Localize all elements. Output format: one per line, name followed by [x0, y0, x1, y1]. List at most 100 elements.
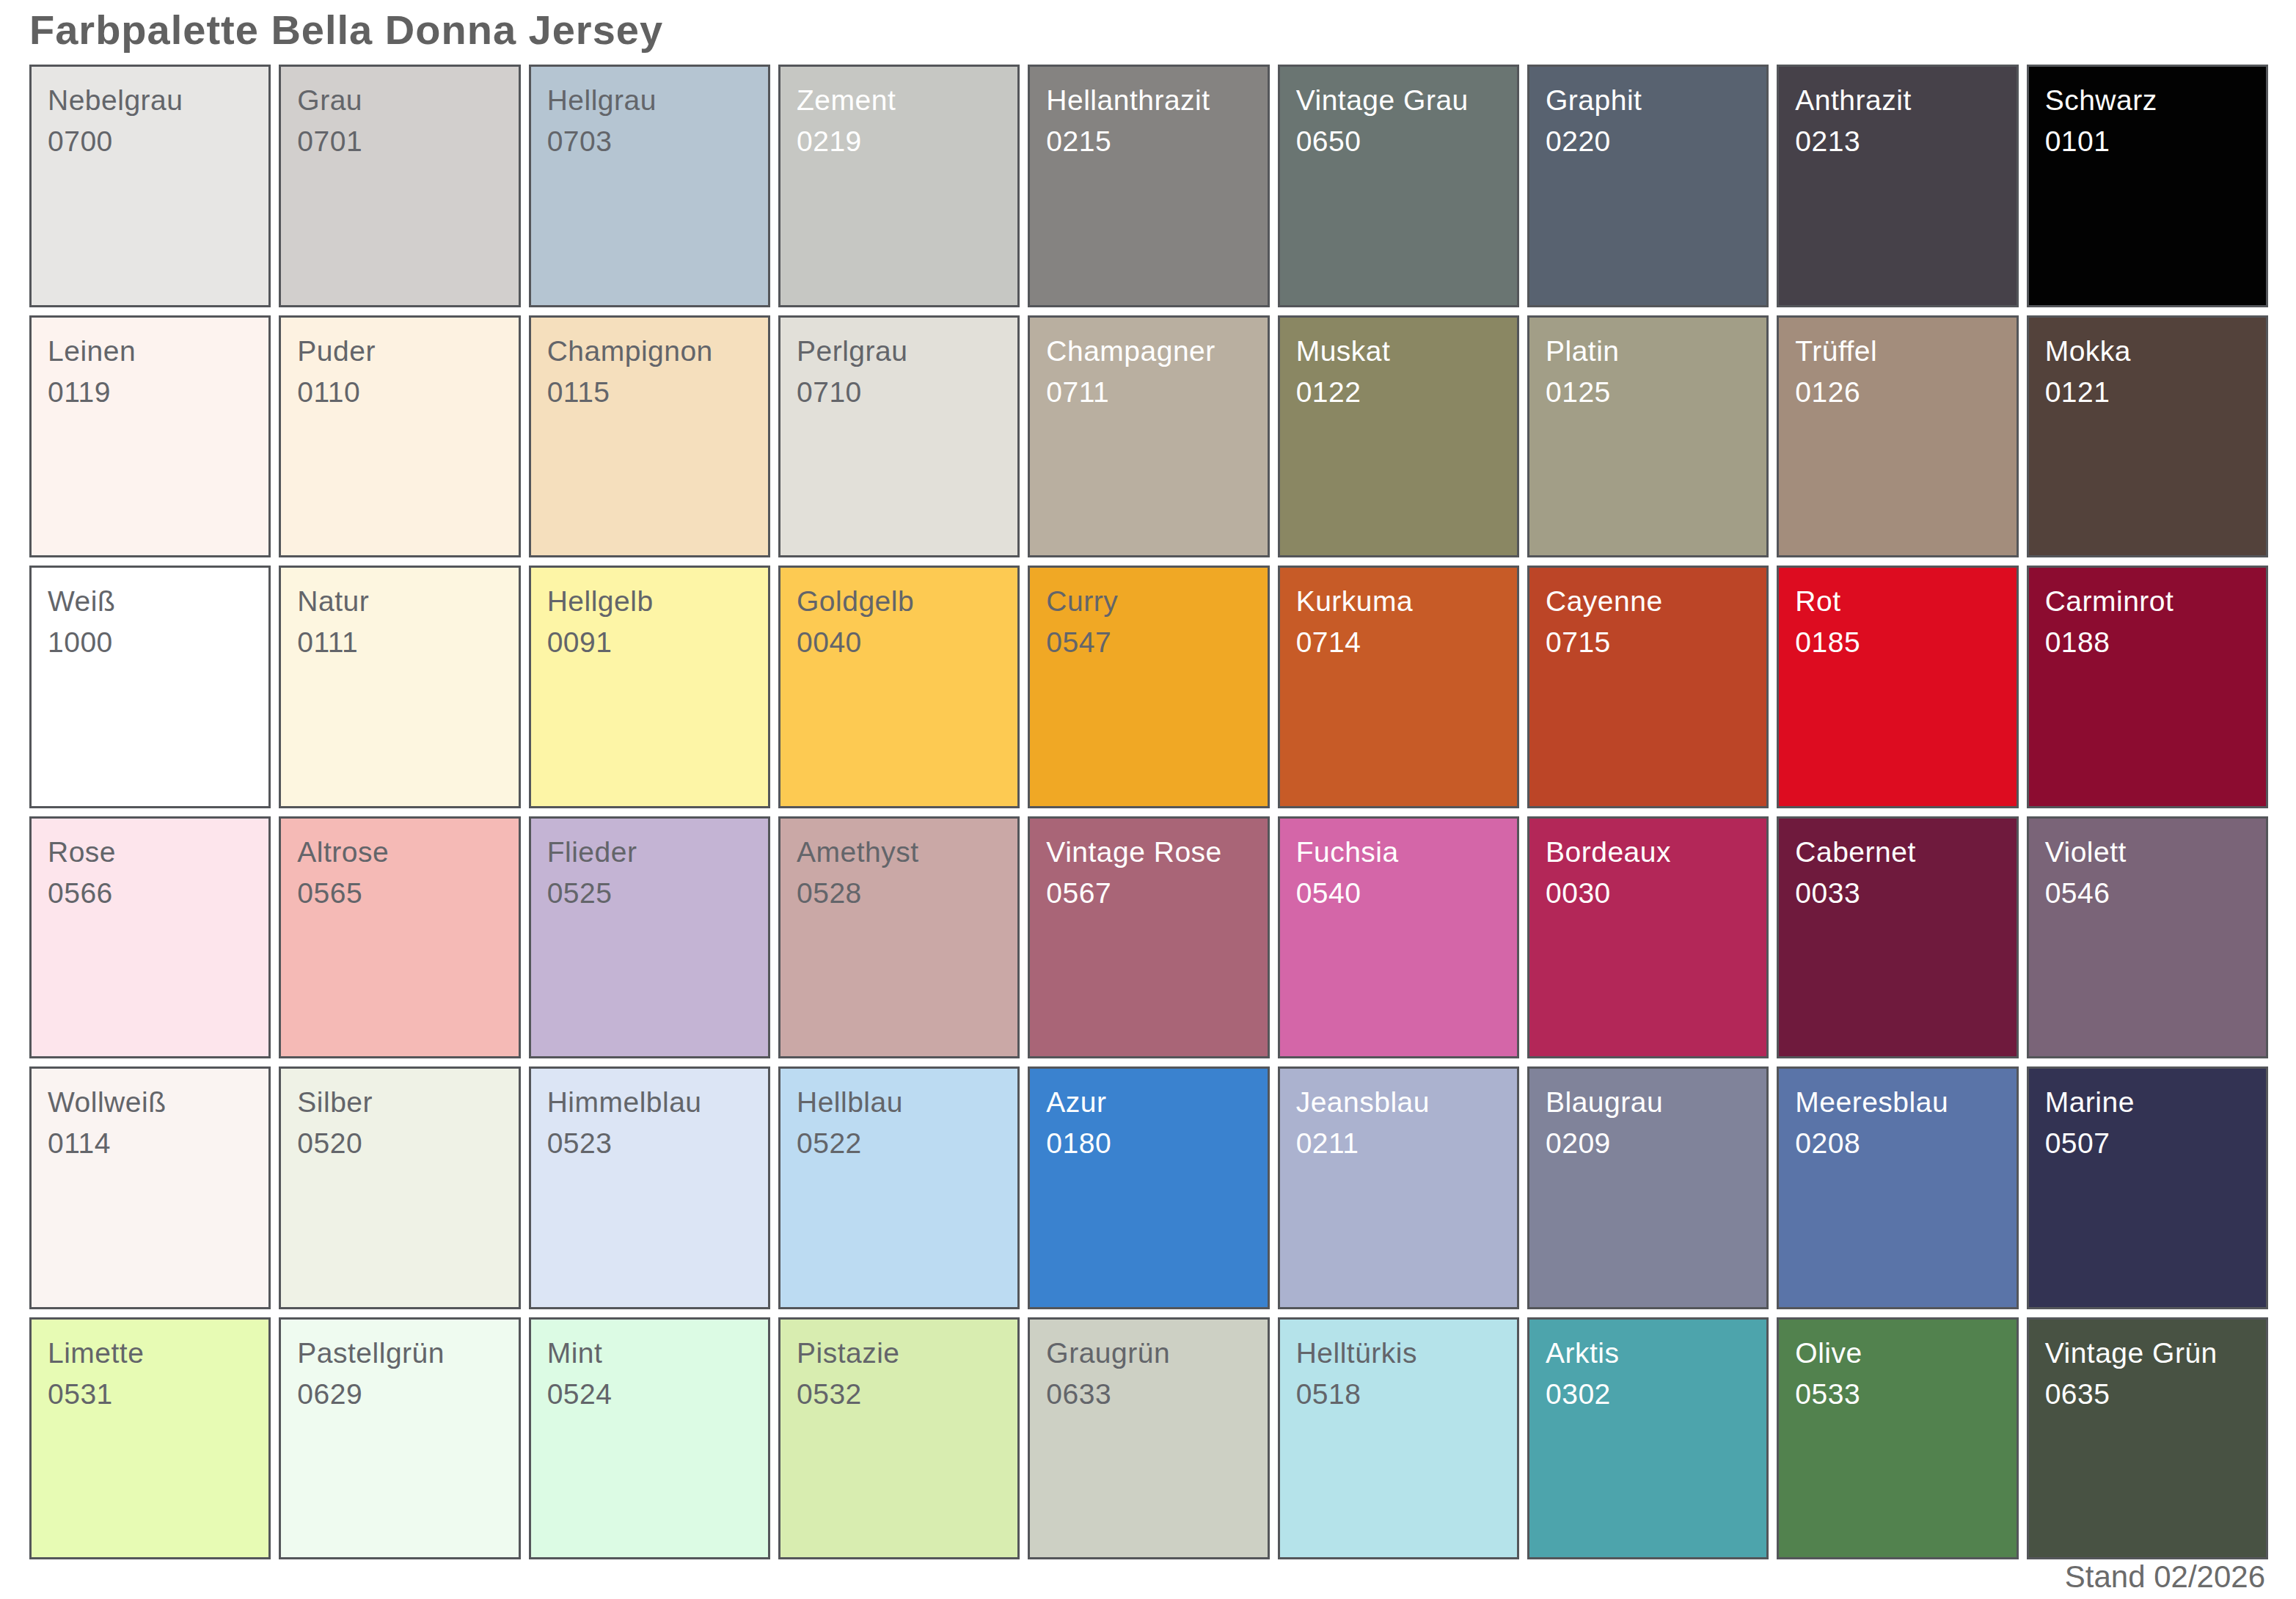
- swatch-code: 0547: [1046, 622, 1251, 663]
- swatch-name: Amethyst: [797, 832, 1001, 873]
- swatch-0101: Schwarz 0101: [2027, 65, 2268, 307]
- swatch-0532: Pistazie 0532: [778, 1317, 1020, 1560]
- swatch-name: Curry: [1046, 581, 1251, 622]
- swatch-code: 0114: [48, 1123, 252, 1164]
- swatch-0507: Marine 0507: [2027, 1066, 2268, 1309]
- swatch-name: Leinen: [48, 331, 252, 372]
- swatch-0533: Olive 0533: [1777, 1317, 2018, 1560]
- swatch-code: 0532: [797, 1374, 1001, 1415]
- swatch-0188: Carminrot 0188: [2027, 566, 2268, 808]
- swatch-0528: Amethyst 0528: [778, 816, 1020, 1059]
- swatch-name: Hellgelb: [547, 581, 752, 622]
- swatch-0121: Mokka 0121: [2027, 315, 2268, 558]
- swatch-name: Anthrazit: [1795, 80, 2000, 121]
- swatch-0211: Jeansblau 0211: [1278, 1066, 1519, 1309]
- swatch-code: 0523: [547, 1123, 752, 1164]
- swatch-name: Puder: [297, 331, 502, 372]
- swatch-name: Goldgelb: [797, 581, 1001, 622]
- swatch-code: 0111: [297, 622, 502, 663]
- swatch-name: Himmelblau: [547, 1082, 752, 1123]
- swatch-code: 0208: [1795, 1123, 2000, 1164]
- swatch-name: Arktis: [1546, 1333, 1750, 1374]
- swatch-code: 0565: [297, 873, 502, 914]
- swatch-0650: Vintage Grau 0650: [1278, 65, 1519, 307]
- swatch-name: Bordeaux: [1546, 832, 1750, 873]
- swatch-0710: Perlgrau 0710: [778, 315, 1020, 558]
- swatch-0185: Rot 0185: [1777, 566, 2018, 808]
- swatch-name: Perlgrau: [797, 331, 1001, 372]
- swatch-code: 0033: [1795, 873, 2000, 914]
- swatch-0119: Leinen 0119: [29, 315, 271, 558]
- swatch-name: Weiß: [48, 581, 252, 622]
- swatch-code: 0040: [797, 622, 1001, 663]
- swatch-code: 0635: [2045, 1374, 2250, 1415]
- swatch-name: Blaugrau: [1546, 1082, 1750, 1123]
- swatch-code: 0533: [1795, 1374, 2000, 1415]
- swatch-0091: Hellgelb 0091: [529, 566, 770, 808]
- swatch-code: 0091: [547, 622, 752, 663]
- swatch-0703: Hellgrau 0703: [529, 65, 770, 307]
- swatch-name: Silber: [297, 1082, 502, 1123]
- swatch-name: Muskat: [1296, 331, 1501, 372]
- swatch-code: 1000: [48, 622, 252, 663]
- swatch-code: 0700: [48, 121, 252, 162]
- swatch-name: Vintage Rose: [1046, 832, 1251, 873]
- swatch-0567: Vintage Rose 0567: [1028, 816, 1269, 1059]
- swatch-0633: Graugrün 0633: [1028, 1317, 1269, 1560]
- swatch-code: 0185: [1795, 622, 2000, 663]
- swatch-name: Violett: [2045, 832, 2250, 873]
- swatch-code: 0302: [1546, 1374, 1750, 1415]
- swatch-name: Fuchsia: [1296, 832, 1501, 873]
- swatch-code: 0703: [547, 121, 752, 162]
- swatch-0524: Mint 0524: [529, 1317, 770, 1560]
- swatch-code: 0522: [797, 1123, 1001, 1164]
- swatch-name: Azur: [1046, 1082, 1251, 1123]
- swatch-0122: Muskat 0122: [1278, 315, 1519, 558]
- swatch-code: 0219: [797, 121, 1001, 162]
- swatch-0126: Trüffel 0126: [1777, 315, 2018, 558]
- swatch-name: Rose: [48, 832, 252, 873]
- swatch-0522: Hellblau 0522: [778, 1066, 1020, 1309]
- swatch-code: 0525: [547, 873, 752, 914]
- swatch-0219: Zement 0219: [778, 65, 1020, 307]
- swatch-name: Limette: [48, 1333, 252, 1374]
- swatch-code: 0101: [2045, 121, 2250, 162]
- swatch-name: Helltürkis: [1296, 1333, 1501, 1374]
- swatch-name: Jeansblau: [1296, 1082, 1501, 1123]
- swatch-0714: Kurkuma 0714: [1278, 566, 1519, 808]
- swatch-0110: Puder 0110: [279, 315, 520, 558]
- swatch-name: Pastellgrün: [297, 1333, 502, 1374]
- swatch-name: Flieder: [547, 832, 752, 873]
- swatch-name: Graphit: [1546, 80, 1750, 121]
- swatch-name: Platin: [1546, 331, 1750, 372]
- swatch-name: Champignon: [547, 331, 752, 372]
- swatch-name: Mokka: [2045, 331, 2250, 372]
- swatch-0525: Flieder 0525: [529, 816, 770, 1059]
- swatch-code: 0650: [1296, 121, 1501, 162]
- swatch-0520: Silber 0520: [279, 1066, 520, 1309]
- swatch-code: 0715: [1546, 622, 1750, 663]
- swatch-name: Pistazie: [797, 1333, 1001, 1374]
- swatch-0523: Himmelblau 0523: [529, 1066, 770, 1309]
- swatch-name: Trüffel: [1795, 331, 2000, 372]
- swatch-0040: Goldgelb 0040: [778, 566, 1020, 808]
- swatch-code: 0126: [1795, 372, 2000, 413]
- page-title: Farbpalette Bella Donna Jersey: [29, 6, 663, 54]
- swatch-0566: Rose 0566: [29, 816, 271, 1059]
- swatch-code: 0629: [297, 1374, 502, 1415]
- swatch-code: 0188: [2045, 622, 2250, 663]
- swatch-code: 0122: [1296, 372, 1501, 413]
- swatch-0565: Altrose 0565: [279, 816, 520, 1059]
- swatch-name: Grau: [297, 80, 502, 121]
- swatch-0180: Azur 0180: [1028, 1066, 1269, 1309]
- swatch-code: 0540: [1296, 873, 1501, 914]
- swatch-name: Hellblau: [797, 1082, 1001, 1123]
- swatch-name: Marine: [2045, 1082, 2250, 1123]
- swatch-code: 0213: [1795, 121, 2000, 162]
- swatch-name: Olive: [1795, 1333, 2000, 1374]
- revision-date-label: Stand 02/2026: [2065, 1559, 2265, 1595]
- swatch-0115: Champignon 0115: [529, 315, 770, 558]
- swatch-0213: Anthrazit 0213: [1777, 65, 2018, 307]
- swatch-code: 0711: [1046, 372, 1251, 413]
- swatch-name: Cabernet: [1795, 832, 2000, 873]
